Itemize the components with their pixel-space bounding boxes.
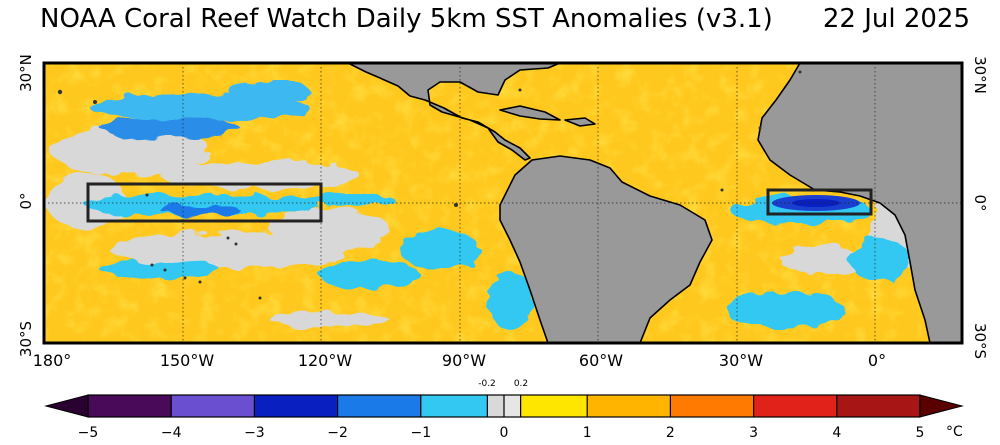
colorbar-tick-label: 0 xyxy=(499,425,509,441)
lon-label-30w: 30°W xyxy=(718,351,764,370)
pacific-islands xyxy=(57,70,802,300)
lon-label-150w: 150°W xyxy=(159,351,215,370)
colorbar-tick-label: 1 xyxy=(582,425,592,441)
anomaly-patches xyxy=(45,80,930,330)
lat-label-30n-left: 30°N xyxy=(17,54,35,92)
colorbar-tick-label: 3 xyxy=(749,425,759,441)
colorbar-small-tick-neg: -0.2 xyxy=(478,379,496,389)
colorbar-tick-label: −5 xyxy=(77,425,99,441)
colorbar-tick-label: −3 xyxy=(244,425,265,441)
colorbar-tick-label: −4 xyxy=(160,425,182,441)
colorbar-tick-label: 2 xyxy=(665,425,675,441)
colorbar-tick-label: −2 xyxy=(327,425,348,441)
lon-label-180: 180° xyxy=(32,351,72,370)
title-date: 22 Jul 2025 xyxy=(822,4,970,34)
lon-label-120w: 120°W xyxy=(297,351,353,370)
lat-label-30n-right: 30°N xyxy=(971,56,989,94)
atlantic-region-box xyxy=(766,188,873,216)
colorbar-tick-label: 5 xyxy=(915,425,925,441)
map-frame xyxy=(42,61,964,345)
nino-region-box xyxy=(86,182,323,223)
gridlines xyxy=(44,63,962,343)
colorbar-tick-label: 4 xyxy=(832,425,842,441)
lat-label-eq-right: 0° xyxy=(971,194,989,212)
lon-label-90w: 90°W xyxy=(441,351,487,370)
title-text: NOAA Coral Reef Watch Daily 5km SST Anom… xyxy=(40,4,773,34)
colorbar-tick-label: −1 xyxy=(410,425,432,441)
colorbar-small-tick-pos: 0.2 xyxy=(513,379,529,389)
lat-label-eq-left: 0° xyxy=(17,192,35,210)
north-america xyxy=(347,63,561,161)
cuba xyxy=(499,105,561,121)
lon-label-60w: 60°W xyxy=(578,351,624,370)
hispaniola xyxy=(564,117,596,127)
lat-label-30s-right: 30°S xyxy=(971,322,989,360)
colorbar-unit: °C xyxy=(946,424,963,440)
map-title: NOAA Coral Reef Watch Daily 5km SST Anom… xyxy=(0,4,1000,40)
lon-label-0: 0° xyxy=(867,351,887,370)
